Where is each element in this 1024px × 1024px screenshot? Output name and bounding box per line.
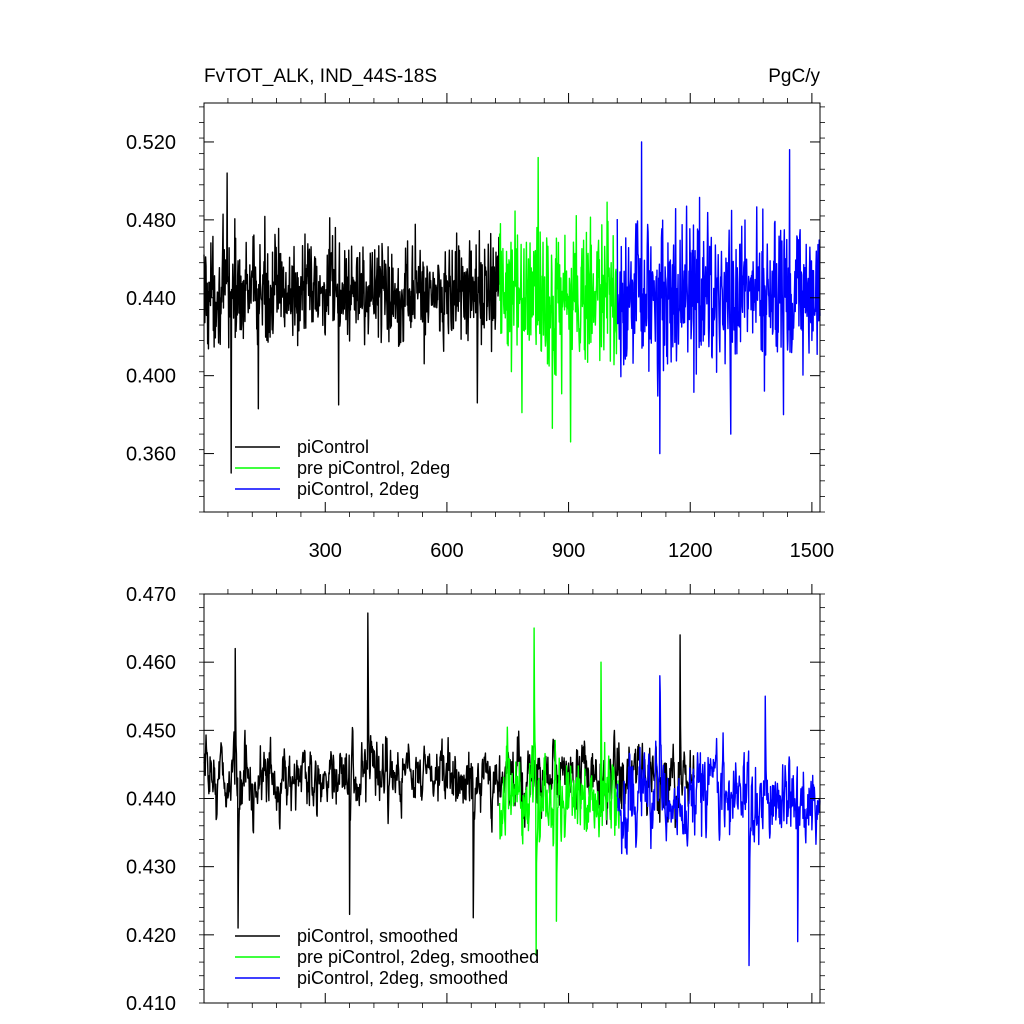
- series-line-pre-picontrol-2deg-smoothed: [498, 627, 620, 956]
- y-tick-label: 0.520: [126, 132, 176, 154]
- y-tick-label: 0.400: [126, 366, 176, 388]
- top-panel: FvTOT_ALK, IND_44S-18S PgC/y 300 600 900 12…: [126, 66, 834, 562]
- series-line-picontrol-2deg-smoothed: [616, 675, 821, 967]
- bottom-axes: 0.410 0.420 0.430 0.440 0.450 0.460 0.470: [126, 584, 825, 1015]
- plot-frame: [203, 102, 821, 513]
- top-series-group: [203, 141, 821, 474]
- bottom-panel: 0.410 0.420 0.430 0.440 0.450 0.460 0.470 piCo…: [126, 584, 825, 1015]
- x-tick-label: 900: [552, 540, 585, 562]
- y-tick-label: 0.360: [126, 444, 176, 466]
- x-tick-label: 600: [430, 540, 463, 562]
- top-axes: 300 600 900 1200 1500 0.360 0.400 0.440 0.480 0.5…: [126, 93, 834, 562]
- y-tick-label: 0.410: [126, 993, 176, 1015]
- y-tick-label: 0.470: [126, 584, 176, 606]
- x-tick-label: 300: [309, 540, 342, 562]
- legend-label: piControl: [297, 437, 369, 457]
- legend-label: piControl, 2deg: [297, 479, 419, 499]
- y-tick-label: 0.440: [126, 288, 176, 310]
- x-tick-label: 1200: [668, 540, 713, 562]
- legend-label: piControl, 2deg, smoothed: [297, 968, 508, 988]
- y-tick-label: 0.420: [126, 925, 176, 947]
- chart-title: FvTOT_ALK, IND_44S-18S: [204, 66, 437, 87]
- y-tick-label: 0.430: [126, 857, 176, 879]
- y-tick-label: 0.460: [126, 652, 176, 674]
- series-line-picontrol: [203, 172, 501, 474]
- series-line-picontrol-2deg: [616, 141, 821, 455]
- series-line-picontrol-smoothed: [203, 612, 695, 929]
- series-line-pre-picontrol-2deg: [498, 156, 618, 443]
- units-label: PgC/y: [768, 66, 820, 87]
- legend-label: piControl, smoothed: [297, 926, 458, 946]
- y-tick-label: 0.480: [126, 210, 176, 232]
- legend-label: pre piControl, 2deg, smoothed: [297, 947, 539, 967]
- x-tick-label: 1500: [790, 540, 835, 562]
- bottom-series-group: [203, 612, 821, 967]
- legend-label: pre piControl, 2deg: [297, 458, 450, 478]
- y-tick-label: 0.450: [126, 720, 176, 742]
- y-tick-label: 0.440: [126, 789, 176, 811]
